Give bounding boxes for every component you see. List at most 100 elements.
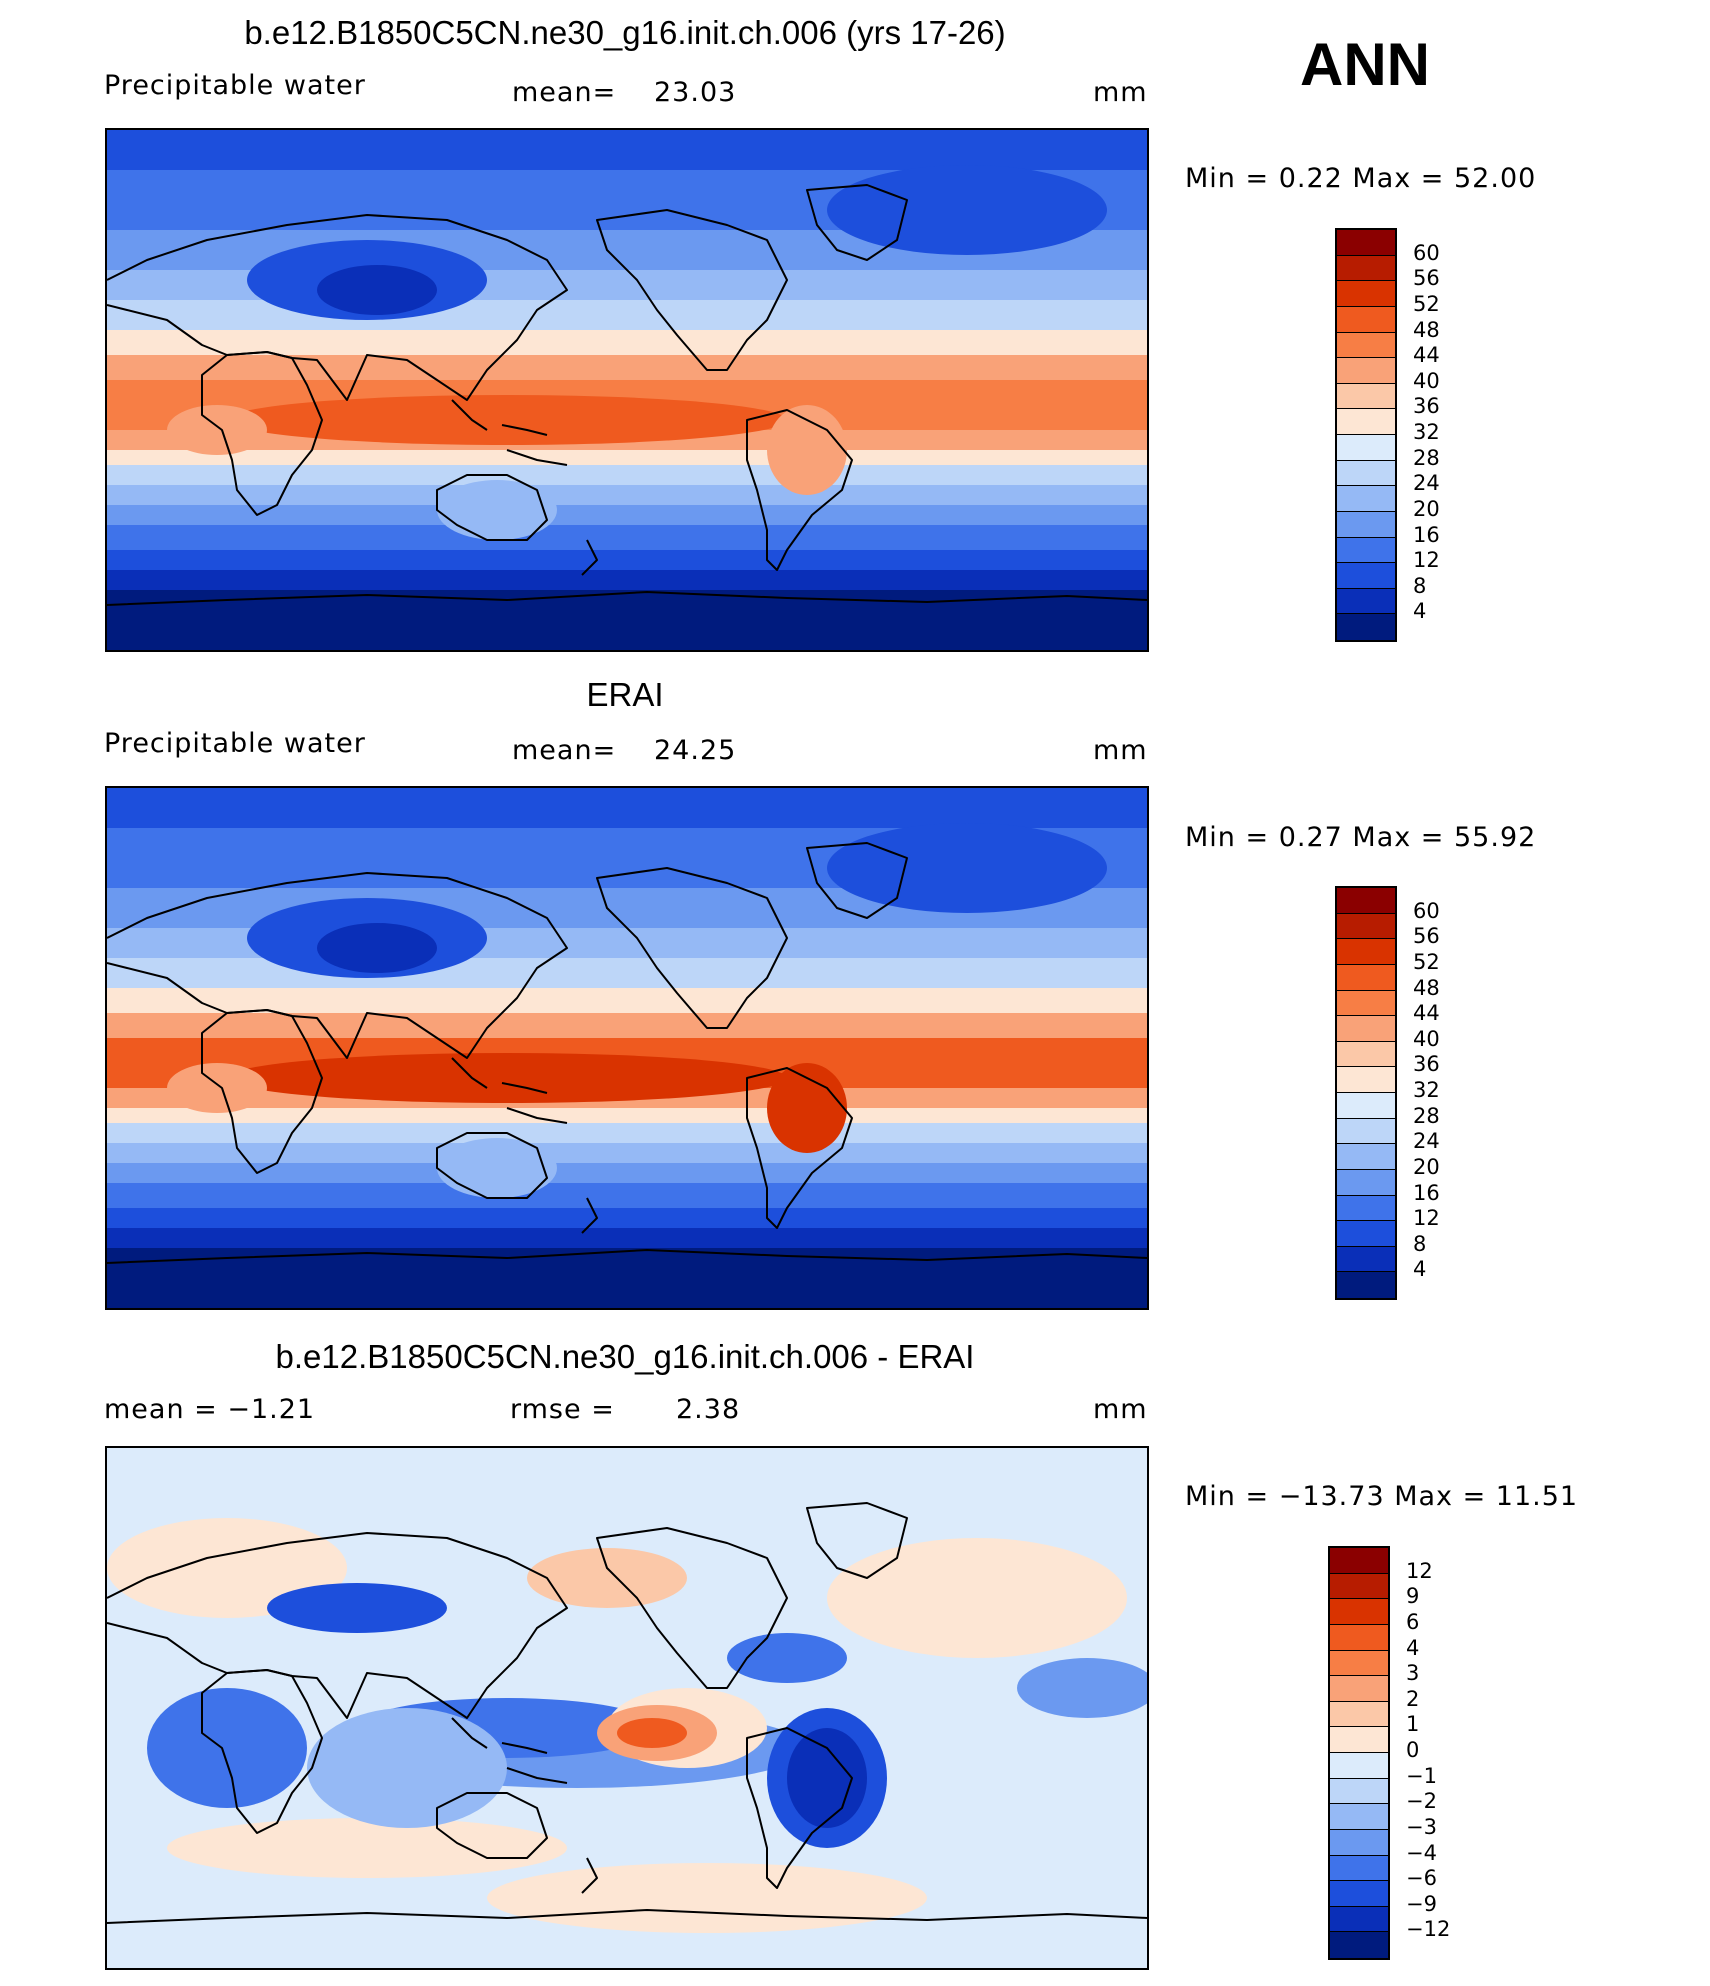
colorbar-tick-label: −3 [1406, 1814, 1437, 1839]
panel-1-title: b.e12.B1850C5CN.ne30_g16.init.ch.006 (yr… [244, 14, 1006, 51]
panel-3-units: mm [1093, 1394, 1148, 1425]
contour-region [307, 1708, 507, 1828]
contour-region [827, 1538, 1127, 1658]
panel-2-map [105, 786, 1149, 1310]
coastline [107, 1909, 1147, 1924]
colorbar-swatch [1330, 1881, 1388, 1907]
panel-1-units: mm [1093, 77, 1148, 108]
colorbar-swatch [1330, 1727, 1388, 1753]
colorbar-tick-label: 3 [1406, 1661, 1420, 1686]
coastline [746, 1067, 853, 1229]
colorbar-tick-label: 40 [1413, 1026, 1440, 1051]
colorbar-tick-label: 8 [1413, 1231, 1427, 1256]
colorbar-tick-label: 28 [1413, 1103, 1440, 1128]
coastline [581, 1857, 598, 1894]
contour-region [727, 1633, 847, 1683]
contour-band [107, 788, 1147, 828]
colorbar-swatch [1337, 332, 1395, 359]
colorbar-swatch [1337, 588, 1395, 615]
colorbar-swatch [1330, 1548, 1388, 1574]
colorbar-swatch [1337, 964, 1395, 991]
contour-region [317, 265, 437, 315]
panel-1-variable: Precipitable water [104, 70, 366, 101]
colorbar-tick-label: 36 [1413, 394, 1440, 419]
panel-3-map [105, 1446, 1149, 1970]
contour-band [107, 355, 1147, 380]
panel-1-stat-value: 23.03 [654, 77, 737, 108]
colorbar-swatch [1337, 1016, 1395, 1042]
colorbar-tick-label: 20 [1413, 496, 1440, 521]
panel-2-units: mm [1093, 735, 1148, 766]
colorbar-swatch [1337, 990, 1395, 1017]
contour-band [107, 1183, 1147, 1208]
contour-band [107, 525, 1147, 550]
panel-2-stat-label: mean= [512, 735, 617, 766]
colorbar-tick-label: −2 [1406, 1789, 1437, 1814]
contour-band [107, 330, 1147, 355]
colorbar-swatch [1337, 230, 1395, 256]
colorbar-swatch [1337, 409, 1395, 435]
contour-band [107, 570, 1147, 590]
colorbar-swatch [1337, 1067, 1395, 1093]
colorbar-tick-label: 44 [1413, 343, 1440, 368]
contour-region [617, 1718, 687, 1748]
colorbar-swatch [1330, 1624, 1388, 1651]
colorbar-swatch [1337, 537, 1395, 564]
colorbar-swatch [1330, 1804, 1388, 1830]
contour-band [107, 485, 1147, 505]
colorbar-tick-label: 6 [1406, 1609, 1420, 1634]
colorbar-swatch [1337, 358, 1395, 384]
contour-region [827, 823, 1107, 913]
contour-region [267, 1583, 447, 1633]
panel-3-colorbar [1328, 1546, 1390, 1960]
contour-region [437, 480, 557, 540]
colorbar-tick-label: 44 [1413, 1001, 1440, 1026]
panel-3-mean: mean = −1.21 [104, 1394, 316, 1425]
contour-band [107, 550, 1147, 570]
contour-band [107, 130, 1147, 170]
coastline [806, 1502, 908, 1579]
panel-1-map [105, 128, 1149, 652]
contour-region [787, 1728, 867, 1828]
coastline [107, 1249, 1147, 1264]
colorbar-tick-label: 1 [1406, 1712, 1420, 1737]
colorbar-swatch [1337, 511, 1395, 538]
map-svg [107, 788, 1147, 1308]
contour-region [227, 395, 787, 445]
panel-1-stat-label: mean= [512, 77, 617, 108]
colorbar-swatch [1330, 1676, 1388, 1702]
contour-band [107, 988, 1147, 1013]
colorbar-tick-label: 2 [1406, 1686, 1420, 1711]
colorbar-tick-label: 4 [1406, 1635, 1420, 1660]
coastline [451, 399, 568, 466]
colorbar-swatch [1337, 460, 1395, 487]
coastline [436, 474, 548, 541]
colorbar-tick-label: −4 [1406, 1840, 1437, 1865]
coastline [596, 867, 788, 1029]
contour-region [827, 165, 1107, 255]
colorbar-swatch [1330, 1829, 1388, 1856]
contour-band [107, 1163, 1147, 1183]
colorbar-swatch [1337, 1221, 1395, 1247]
colorbar-swatch [1337, 1169, 1395, 1196]
colorbar-swatch [1337, 281, 1395, 307]
colorbar-tick-label: 32 [1413, 420, 1440, 444]
colorbar-tick-label: 16 [1413, 1180, 1440, 1205]
season-label: ANN [1300, 31, 1430, 98]
colorbar-swatch [1337, 435, 1395, 461]
panel-3-minmax: Min = −13.73 Max = 11.51 [1185, 1481, 1579, 1512]
colorbar-tick-label: 60 [1413, 898, 1440, 923]
coastline [746, 1727, 853, 1889]
colorbar-swatch [1337, 1093, 1395, 1119]
coastline [107, 1532, 568, 1719]
coastline [451, 1717, 568, 1784]
colorbar-tick-label: 56 [1413, 266, 1440, 291]
colorbar-swatch [1337, 1246, 1395, 1273]
panel-3-title: b.e12.B1850C5CN.ne30_g16.init.ch.006 - E… [275, 1338, 975, 1375]
coastline [596, 209, 788, 371]
panel-1-minmax: Min = 0.22 Max = 52.00 [1185, 163, 1537, 194]
colorbar-swatch [1337, 1041, 1395, 1068]
contour-region [527, 1548, 687, 1608]
colorbar-swatch [1337, 255, 1395, 282]
colorbar-tick-label: 32 [1413, 1078, 1440, 1102]
